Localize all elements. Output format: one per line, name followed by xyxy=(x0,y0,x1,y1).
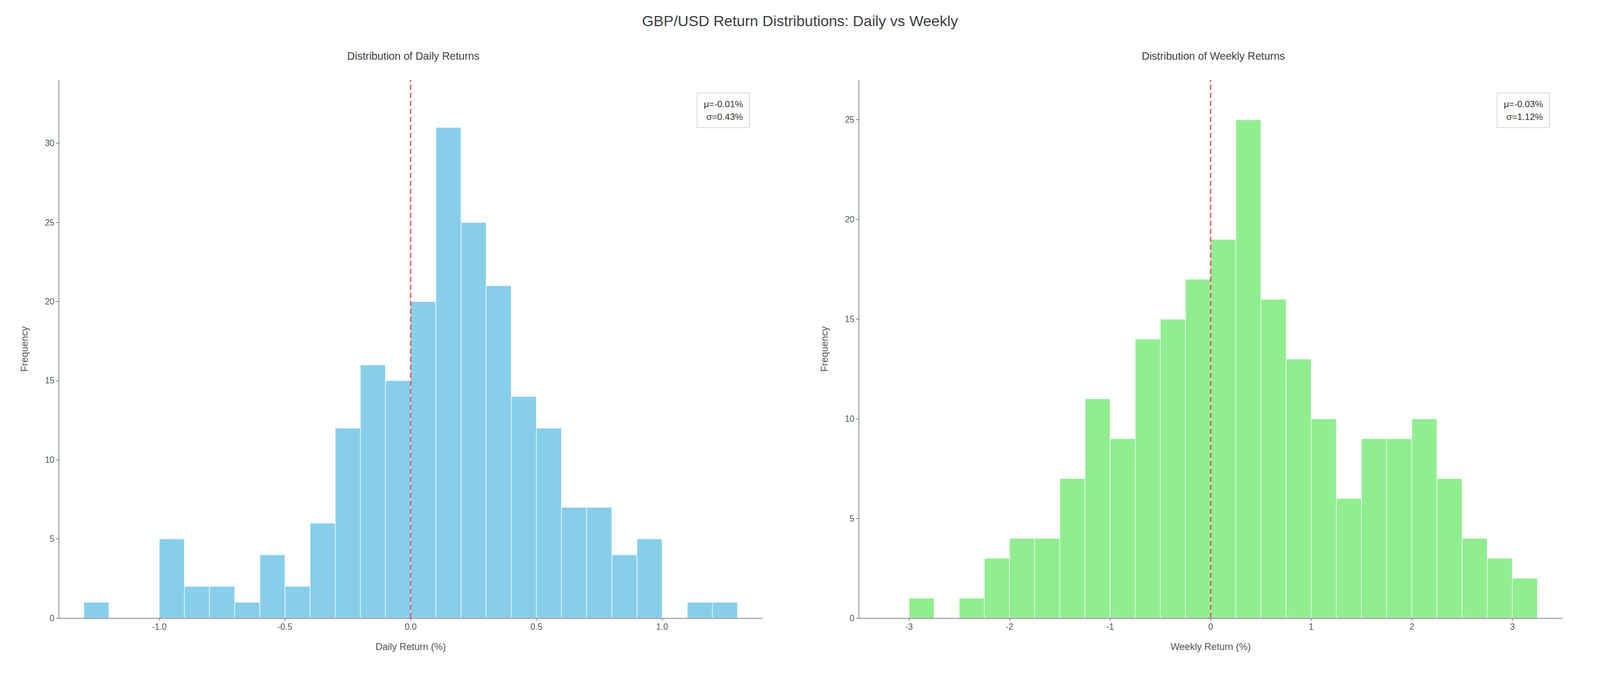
svg-text:0: 0 xyxy=(1208,622,1214,632)
svg-text:GBP/USD Return Distributions:: GBP/USD Return Distributions: Daily vs W… xyxy=(642,12,958,30)
svg-text:-0.5: -0.5 xyxy=(277,622,293,632)
svg-text:30: 30 xyxy=(44,138,55,148)
svg-text:20: 20 xyxy=(44,297,55,307)
svg-text:15: 15 xyxy=(844,314,855,324)
svg-text:0.0: 0.0 xyxy=(404,622,417,632)
svg-text:Frequency: Frequency xyxy=(819,326,830,372)
svg-text:25: 25 xyxy=(44,218,55,228)
svg-text:-2: -2 xyxy=(1005,622,1014,632)
svg-text:Daily Return (%): Daily Return (%) xyxy=(375,641,446,653)
svg-text:Distribution of Daily Returns: Distribution of Daily Returns xyxy=(347,50,480,62)
svg-text:3: 3 xyxy=(1509,622,1515,632)
svg-text:-1.0: -1.0 xyxy=(152,622,167,632)
svg-text:0.5: 0.5 xyxy=(530,622,543,632)
svg-text:Weekly Return (%): Weekly Return (%) xyxy=(1170,641,1252,653)
svg-text:2: 2 xyxy=(1409,622,1415,632)
svg-text:10: 10 xyxy=(844,414,855,424)
svg-text:1.0: 1.0 xyxy=(656,622,668,632)
svg-text:Frequency: Frequency xyxy=(19,326,30,372)
svg-text:1: 1 xyxy=(1308,622,1314,632)
svg-text:5: 5 xyxy=(849,514,855,524)
svg-text:0: 0 xyxy=(49,613,55,623)
svg-text:μ=-0.01%: μ=-0.01% xyxy=(703,99,743,110)
svg-text:15: 15 xyxy=(44,376,55,386)
svg-text:20: 20 xyxy=(844,214,855,224)
svg-text:-3: -3 xyxy=(905,622,913,632)
svg-text:-1: -1 xyxy=(1106,622,1114,632)
svg-text:Distribution of Weekly Returns: Distribution of Weekly Returns xyxy=(1141,50,1286,62)
svg-text:0: 0 xyxy=(849,613,855,623)
svg-text:σ=0.43%: σ=0.43% xyxy=(706,112,743,123)
svg-text:10: 10 xyxy=(44,455,55,465)
svg-text:σ=1.12%: σ=1.12% xyxy=(1506,112,1543,123)
svg-text:5: 5 xyxy=(49,534,55,544)
svg-text:μ=-0.03%: μ=-0.03% xyxy=(1503,99,1543,110)
svg-text:25: 25 xyxy=(844,115,855,125)
